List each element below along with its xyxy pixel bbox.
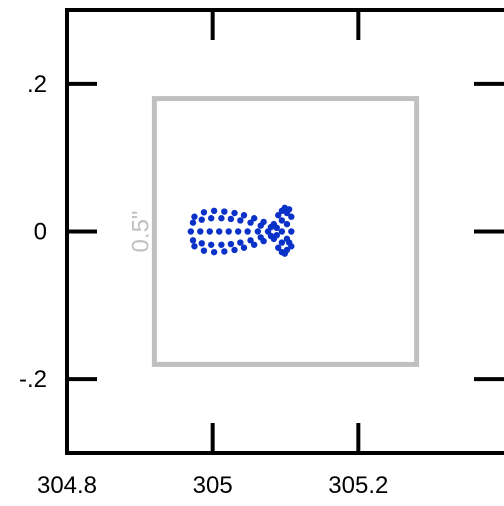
data-point: [200, 247, 208, 254]
data-point: [197, 228, 204, 235]
data-point: [275, 244, 282, 251]
y-tick-label: .2: [27, 71, 47, 98]
y-tick-label: -.2: [19, 366, 47, 393]
data-point: [198, 216, 205, 223]
data-point: [189, 219, 197, 226]
data-point: [240, 244, 248, 251]
data-point: [250, 241, 258, 248]
data-point: [273, 231, 280, 239]
tick-labels-group: 304.8 305 305.2 -.2 0 .2: [19, 71, 388, 499]
aperture-box: [151, 96, 420, 367]
data-point: [216, 228, 223, 235]
data-point: [278, 228, 286, 235]
data-point: [285, 206, 293, 213]
data-point: [275, 212, 282, 219]
data-point: [225, 228, 232, 235]
data-point: [218, 215, 225, 222]
data-point: [234, 228, 242, 235]
data-point: [240, 212, 248, 219]
data-point: [200, 209, 208, 216]
data-point: [189, 237, 197, 244]
axes-group: [65, 8, 504, 455]
data-point: [260, 237, 267, 245]
data-point: [278, 239, 286, 246]
data-point: [198, 240, 205, 247]
data-point: [247, 219, 254, 226]
data-point: [208, 215, 215, 222]
data-point: [187, 228, 195, 235]
data-point: [218, 241, 225, 248]
data-point: [288, 213, 295, 220]
data-point: [221, 208, 228, 215]
x-tick-label: 305.2: [328, 472, 388, 499]
data-point: [250, 215, 258, 222]
data-point: [227, 215, 235, 223]
data-point: [288, 228, 295, 235]
data-point: [208, 241, 215, 248]
data-point: [221, 248, 228, 255]
data-point: [281, 250, 288, 257]
x-tick-label: 304.8: [37, 472, 97, 499]
data-point: [273, 224, 280, 232]
data-point: [210, 207, 218, 215]
data-point: [231, 209, 238, 217]
data-point: [191, 213, 198, 220]
data-point: [247, 237, 254, 244]
aperture-box-group: 0.5": [127, 96, 420, 367]
data-point: [285, 239, 293, 246]
y-tick-label: 0: [34, 219, 47, 246]
data-point: [206, 228, 213, 235]
data-point: [283, 220, 291, 228]
data-point: [244, 228, 251, 235]
data-point: [231, 246, 238, 254]
data-point: [210, 248, 218, 256]
aperture-size-label: 0.5": [127, 211, 154, 253]
data-point: [191, 243, 198, 250]
data-point: [278, 217, 286, 224]
data-point: [254, 228, 262, 235]
data-point: [237, 239, 244, 246]
data-point: [227, 240, 235, 248]
data-point: [260, 218, 267, 226]
data-points-group: [187, 204, 295, 257]
x-tick-label: 305: [193, 472, 233, 499]
data-point: [237, 217, 244, 224]
